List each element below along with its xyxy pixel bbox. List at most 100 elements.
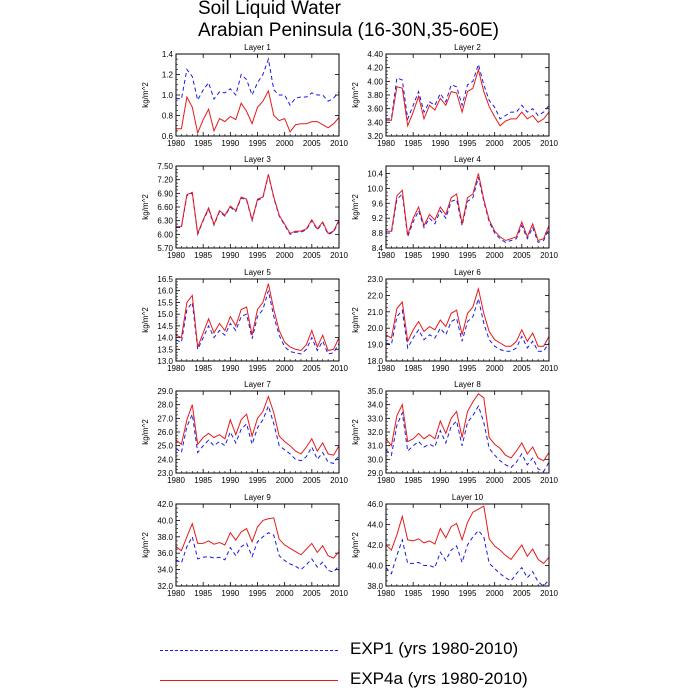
y-tick-label: 31.0 [367, 442, 383, 451]
y-tick-label: 22.0 [367, 291, 383, 300]
y-tick-label: 10.0 [367, 184, 383, 193]
y-tick-label: 14.5 [157, 322, 173, 331]
y-tick-label: 1.2 [162, 71, 174, 80]
y-tick-label: 23.0 [367, 275, 383, 284]
x-tick-label: 2000 [486, 364, 504, 373]
panel-title: Layer 5 [244, 268, 271, 277]
y-tick-label: 5.70 [157, 244, 173, 253]
legend-item-exp1: EXP1 (yrs 1980-2010) [160, 637, 560, 663]
y-tick-label: 3.80 [367, 91, 383, 100]
y-tick-label: 33.0 [367, 414, 383, 423]
y-axis-label: kg/m^2 [351, 194, 360, 220]
series-line-exp1 [175, 57, 340, 107]
x-tick-label: 1995 [249, 589, 267, 598]
y-tick-label: 40.0 [157, 516, 173, 525]
y-axis-label: kg/m^2 [141, 194, 150, 220]
series-line-exp4a [175, 283, 340, 352]
x-tick-label: 2000 [486, 476, 504, 485]
x-tick-label: 1995 [459, 139, 477, 148]
y-tick-label: 25.0 [157, 442, 173, 451]
x-tick-label: 1995 [459, 476, 477, 485]
legend-label-exp1: EXP1 (yrs 1980-2010) [350, 639, 519, 658]
y-tick-label: 46.0 [367, 500, 383, 509]
x-tick-label: 1985 [194, 364, 212, 373]
panel-title: Layer 8 [454, 380, 481, 389]
x-tick-label: 1990 [431, 364, 449, 373]
y-tick-label: 7.50 [157, 162, 173, 171]
title-line-1: Soil Liquid Water [198, 0, 341, 19]
y-axis-label: kg/m^2 [141, 82, 150, 108]
panel-title: Layer 6 [454, 268, 481, 277]
series-line-exp4a [175, 517, 340, 559]
x-tick-label: 2005 [513, 364, 531, 373]
x-tick-label: 2000 [276, 364, 294, 373]
y-tick-label: 8.8 [372, 229, 384, 238]
x-tick-label: 1990 [221, 139, 239, 148]
x-tick-label: 1985 [194, 476, 212, 485]
panel-1: Layer 1 kg/m^2 0.6 0.8 1.0 1.2 1.4 1980 1985 1990… [141, 43, 348, 148]
y-axis-label: kg/m^2 [351, 82, 360, 108]
series-line-exp4a [386, 67, 550, 128]
x-tick-label: 2010 [540, 364, 558, 373]
x-tick-label: 1980 [167, 251, 185, 260]
panel-title: Layer 3 [244, 155, 271, 164]
y-tick-label: 38.0 [157, 533, 173, 542]
y-axis-label: kg/m^2 [141, 419, 150, 445]
x-tick-label: 2000 [486, 589, 504, 598]
x-tick-label: 2005 [303, 476, 321, 485]
y-tick-label: 21.0 [367, 308, 383, 317]
y-tick-label: 1.4 [162, 50, 174, 59]
y-tick-label: 13.0 [157, 357, 173, 366]
y-tick-label: 9.2 [372, 214, 384, 223]
y-tick-label: 36.0 [157, 549, 173, 558]
plot-frame [385, 278, 550, 362]
x-tick-label: 1985 [404, 251, 422, 260]
y-tick-label: 16.5 [157, 275, 173, 284]
plot-frame [175, 390, 340, 474]
x-tick-label: 2010 [330, 251, 348, 260]
plot-frame [175, 503, 340, 587]
y-tick-label: 44.0 [367, 521, 383, 530]
y-tick-label: 9.6 [372, 199, 384, 208]
x-tick-label: 1995 [459, 364, 477, 373]
y-tick-label: 0.8 [162, 112, 174, 121]
x-tick-label: 2000 [276, 251, 294, 260]
x-tick-label: 2010 [540, 251, 558, 260]
x-tick-label: 2005 [303, 364, 321, 373]
panel-title: Layer 7 [244, 380, 271, 389]
y-tick-label: 15.5 [157, 298, 173, 307]
y-axis-label: kg/m^2 [141, 307, 150, 333]
legend-label-exp4a: EXP4a (yrs 1980-2010) [350, 669, 528, 688]
x-tick-label: 1990 [431, 251, 449, 260]
x-tick-label: 1990 [431, 589, 449, 598]
x-tick-label: 2010 [540, 476, 558, 485]
legend-solid-line-icon [160, 680, 338, 681]
y-tick-label: 4.20 [367, 64, 383, 73]
plot-frame [385, 503, 550, 587]
y-tick-label: 6.30 [157, 217, 173, 226]
x-tick-label: 2010 [540, 139, 558, 148]
x-tick-label: 1995 [249, 364, 267, 373]
x-tick-label: 1985 [194, 251, 212, 260]
y-axis-label: kg/m^2 [351, 307, 360, 333]
series-line-exp4a [385, 392, 550, 462]
series-line-exp1 [386, 177, 550, 244]
plot-frame [175, 165, 340, 249]
plot-frame [175, 278, 340, 362]
panel-6: Layer 6 kg/m^2 18.0 19.0 20.0 21.0 22.0 23.0 198… [351, 268, 558, 373]
x-tick-label: 2000 [486, 139, 504, 148]
series-line-exp1 [385, 529, 550, 587]
y-tick-label: 24.0 [157, 455, 173, 464]
y-tick-label: 10.4 [367, 169, 383, 178]
y-tick-label: 34.0 [367, 401, 383, 410]
x-tick-label: 1980 [167, 589, 185, 598]
x-tick-label: 2010 [330, 476, 348, 485]
panel-title: Layer 9 [244, 493, 271, 502]
y-tick-label: 40.0 [367, 562, 383, 571]
x-tick-label: 2000 [276, 589, 294, 598]
y-tick-label: 6.00 [157, 230, 173, 239]
y-tick-label: 1.0 [162, 91, 174, 100]
x-tick-label: 1985 [194, 589, 212, 598]
plot-frame [175, 53, 340, 137]
y-tick-label: 23.0 [157, 469, 173, 478]
